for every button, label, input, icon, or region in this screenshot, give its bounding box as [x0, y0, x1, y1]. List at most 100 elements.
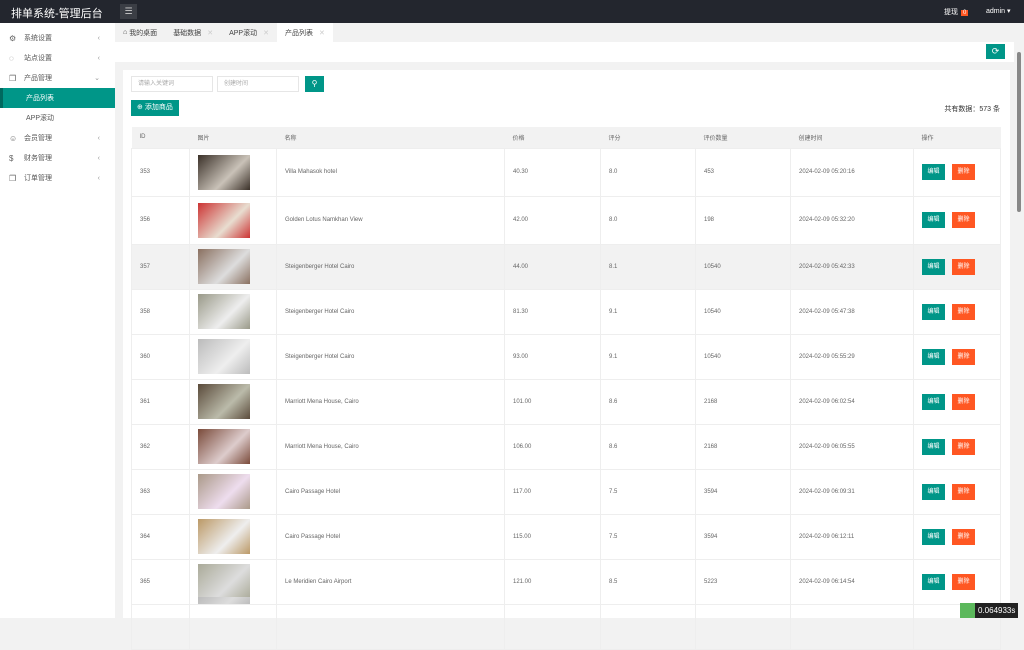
cell-price: 117.00 — [504, 468, 601, 515]
sidebar-item[interactable]: ⚙ 系统设置 ‹ — [0, 28, 115, 48]
sidebar-item[interactable]: $ 财务管理 ‹ — [0, 148, 115, 168]
cell-time: 2024-02-09 06:14:54 — [790, 558, 914, 605]
delete-button[interactable]: 删除 — [952, 303, 975, 320]
date-input[interactable]: 创建时间 — [217, 76, 299, 92]
close-icon[interactable]: ✕ — [318, 29, 325, 37]
cell-name: Steigenberger Hotel Cairo — [276, 288, 505, 335]
cell-id: 364 — [131, 513, 190, 560]
delete-button[interactable]: 删除 — [952, 483, 975, 500]
refresh-icon: ◌ — [9, 53, 14, 63]
cell-reviews: 198 — [695, 195, 791, 245]
edit-button[interactable]: 编辑 — [922, 483, 945, 500]
tab-label: 产品列表 — [284, 29, 313, 37]
table-row: 353 Villa Mahasok hotel 40.30 8.0 453 20… — [131, 147, 1001, 197]
cell-time: 2024-02-09 06:05:55 — [790, 423, 914, 470]
tab[interactable]: ⌂ 我的桌面 — [115, 23, 165, 42]
scrollbar-thumb[interactable] — [1017, 52, 1021, 212]
edit-button[interactable]: 编辑 — [922, 258, 945, 275]
add-product-button[interactable]: ⊕ 添加商品 — [131, 100, 179, 116]
product-image — [198, 474, 250, 509]
cell-id: 365 — [131, 558, 190, 605]
sidebar-item[interactable]: ❒ 产品管理 ⌄ — [0, 68, 115, 88]
delete-button[interactable]: 删除 — [952, 258, 975, 275]
column-header: 价格 — [504, 127, 601, 148]
cell-score: 8.0 — [600, 195, 696, 245]
delete-button[interactable]: 删除 — [952, 573, 975, 590]
cell-actions: 编辑 删除 — [913, 468, 1001, 515]
close-icon[interactable]: ✕ — [263, 29, 269, 37]
debug-timer[interactable]: 0.064933s — [960, 603, 1019, 618]
chevron-left-icon: ‹ — [97, 134, 100, 142]
cell-image — [189, 288, 277, 335]
cell-reviews: 3594 — [695, 513, 791, 560]
sidebar-item[interactable]: ◌ 站点设置 ‹ — [0, 48, 115, 68]
withdraw-label: 提现 — [944, 9, 958, 16]
edit-button[interactable]: 编辑 — [922, 393, 945, 410]
cell-time: 2024-02-09 05:42:33 — [790, 243, 914, 290]
edit-button[interactable]: 编辑 — [922, 573, 945, 590]
keyword-input[interactable]: 请输入关键词 — [131, 76, 213, 92]
cell-name: Villa Mahasok hotel — [276, 147, 505, 197]
cell-time: 2024-02-09 06:02:54 — [790, 378, 914, 425]
delete-button[interactable]: 删除 — [952, 348, 975, 365]
sidebar: ⚙ 系统设置 ‹ ◌ 站点设置 ‹ ❒ 产品管理 ⌄ 产品列表 APP滚动 ☺ 会员管理 ‹ $ 财务管理 ‹ ❒… — [0, 23, 115, 618]
sidebar-item-label: 订单管理 — [24, 175, 52, 182]
delete-button[interactable]: 删除 — [952, 438, 975, 455]
tab-bar: ⌂ 我的桌面 基础数据 ✕ APP滚动 ✕ 产品列表 ✕ — [115, 23, 1024, 42]
tab-label: APP滚动 — [229, 29, 258, 37]
sidebar-item[interactable]: APP滚动 — [0, 108, 115, 128]
scrollbar[interactable] — [1014, 42, 1024, 618]
table-header: ID 图片 名称 价格 评分 评价数量 创建时间 操作 — [131, 127, 1001, 148]
sidebar-item[interactable]: ❒ 订单管理 ‹ — [0, 168, 115, 188]
search-button[interactable]: ⚲ — [305, 76, 324, 92]
delete-button[interactable]: 删除 — [952, 212, 975, 228]
cell-reviews: 3594 — [695, 468, 791, 515]
debug-logo-icon — [960, 603, 975, 618]
withdraw-link[interactable]: 提现 0 — [944, 7, 969, 17]
table-row: 358 Steigenberger Hotel Cairo 81.30 9.1 … — [131, 288, 1001, 335]
cell-image — [189, 423, 277, 470]
table-row: 363 Cairo Passage Hotel 117.00 7.5 3594 … — [131, 468, 1001, 515]
chevron-left-icon: ‹ — [97, 54, 100, 62]
cell-image — [189, 378, 277, 425]
close-icon[interactable]: ✕ — [207, 29, 214, 37]
cell-time: 2024-02-09 05:32:20 — [790, 195, 914, 245]
cell-reviews: 10540 — [695, 243, 791, 290]
refresh-button[interactable]: ⟳ — [986, 44, 1005, 59]
sidebar-item-label: 产品管理 — [24, 75, 52, 82]
edit-button[interactable]: 编辑 — [922, 438, 945, 455]
tab[interactable]: 基础数据 ✕ — [165, 23, 221, 42]
cell-price: 81.30 — [504, 288, 601, 335]
user-menu[interactable]: admin ▾ — [986, 7, 1011, 15]
column-header: 图片 — [189, 127, 277, 148]
cell-score: 8.6 — [600, 423, 696, 470]
product-image — [198, 384, 250, 419]
tab[interactable]: APP滚动 ✕ — [221, 23, 277, 42]
sidebar-item[interactable]: ☺ 会员管理 ‹ — [0, 128, 115, 148]
cell-actions: 编辑 删除 — [913, 558, 1001, 605]
cell-price: 115.00 — [504, 513, 601, 560]
edit-button[interactable]: 编辑 — [922, 528, 945, 545]
delete-button[interactable]: 删除 — [952, 164, 975, 180]
user-icon: ☺ — [9, 133, 18, 143]
chevron-left-icon: ‹ — [97, 174, 100, 182]
delete-button[interactable]: 删除 — [952, 393, 975, 410]
order-icon: ❒ — [9, 173, 17, 183]
product-image — [198, 249, 250, 284]
edit-button[interactable]: 编辑 — [922, 303, 945, 320]
delete-button[interactable]: 删除 — [952, 528, 975, 545]
edit-button[interactable]: 编辑 — [922, 212, 945, 228]
total-count: 共有数据：573 条 — [944, 106, 1000, 113]
menu-toggle-icon[interactable]: ☰ — [120, 4, 137, 19]
product-table: ID 图片 名称 价格 评分 评价数量 创建时间 操作 353 Villa Mahasok h… — [131, 127, 1001, 650]
cell-id: 361 — [131, 378, 190, 425]
sidebar-item[interactable]: 产品列表 — [0, 88, 115, 108]
column-header: 评价数量 — [695, 127, 791, 148]
home-icon: ⌂ — [123, 29, 130, 36]
toolbar: ⟳ — [115, 42, 1014, 62]
edit-button[interactable]: 编辑 — [922, 348, 945, 365]
tab[interactable]: 产品列表 ✕ — [276, 23, 333, 42]
product-image — [198, 202, 250, 238]
chevron-left-icon: ‹ — [97, 154, 100, 162]
edit-button[interactable]: 编辑 — [922, 164, 945, 180]
